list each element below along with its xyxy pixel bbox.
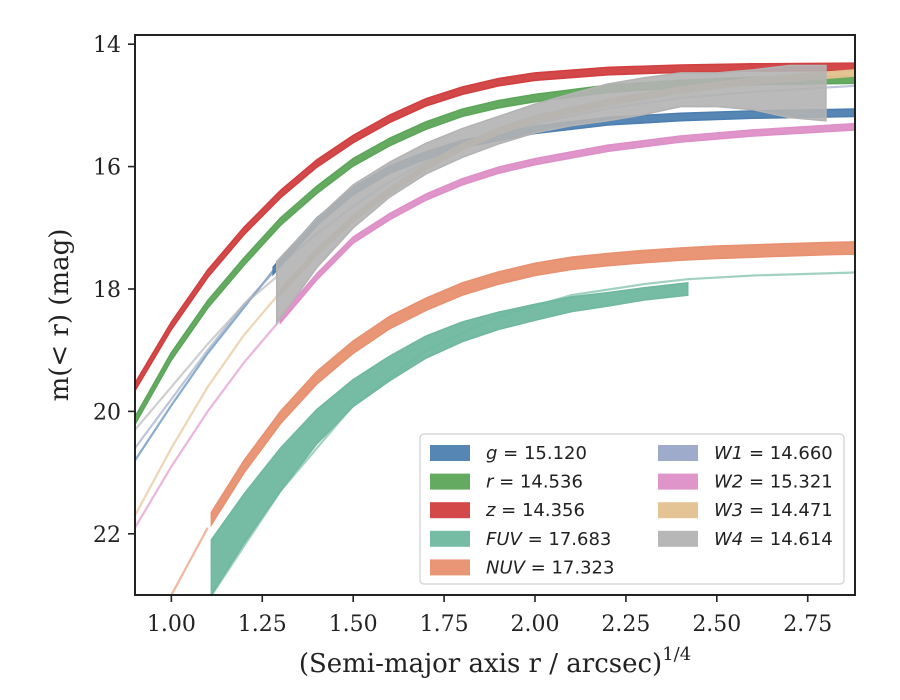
y-axis-label: m(< r) (mag) — [45, 229, 75, 402]
legend-label-w1: W1 = 14.660 — [714, 443, 833, 464]
legend-swatch-w3 — [658, 502, 698, 519]
series-w2-band — [279, 122, 855, 325]
legend-swatch-w1 — [658, 445, 698, 461]
series-w3-extension-line — [135, 291, 282, 516]
legend-label-w3: W3 = 14.471 — [714, 500, 833, 521]
series-w4-extension-line — [135, 275, 278, 431]
legend-swatch-w4 — [658, 530, 698, 547]
legend-swatch-w2 — [658, 473, 698, 490]
legend-label-nuv: NUV = 17.323 — [486, 557, 614, 578]
series-w2-extension-line — [135, 318, 282, 529]
plot-frame — [134, 34, 856, 596]
y-tick-label: 20 — [93, 400, 121, 425]
series-nuv-band — [210, 241, 855, 528]
x-tick-label: 1.50 — [329, 612, 378, 637]
legend-label-fuv: FUV = 17.683 — [486, 529, 611, 550]
x-tick-label: 2.25 — [601, 612, 650, 637]
legend-swatch-g — [430, 445, 470, 461]
y-tick-label: 14 — [93, 33, 121, 58]
legend-swatch-fuv — [430, 530, 470, 547]
plot-area — [135, 62, 855, 595]
legend: g = 15.120 r = 14.536 z = 14.356 FUV = 17.6… — [419, 433, 845, 585]
legend-label-z: z = 14.356 — [485, 500, 585, 521]
x-tick-label: 1.75 — [420, 612, 469, 637]
series-nuv-extension-line — [170, 527, 209, 595]
legend-label-g: g = 15.120 — [486, 443, 587, 464]
series-z-band — [135, 62, 855, 393]
y-tick-label: 18 — [93, 278, 121, 303]
x-tick-label: 1.25 — [238, 612, 287, 637]
x-tick-label: 2.50 — [692, 612, 741, 637]
x-axis-label-text: (Semi-major axis r / arcsec) — [299, 649, 662, 679]
x-axis-label-exponent: 1/4 — [662, 644, 691, 665]
axis-ticks: 1.00 1.25 1.50 1.75 2.00 2.25 2.50 2.75 14 16 18 20… — [93, 33, 832, 637]
y-tick-label: 16 — [93, 156, 121, 181]
series-r-band — [135, 75, 855, 426]
x-axis-label: (Semi-major axis r / arcsec)1/4 — [299, 644, 691, 679]
legend-swatch-nuv — [430, 559, 470, 576]
x-tick-label: 2.75 — [783, 612, 832, 637]
x-tick-label: 1.00 — [147, 612, 196, 637]
legend-swatch-r — [430, 473, 470, 490]
legend-label-w4: W4 = 14.614 — [714, 529, 833, 550]
legend-box — [419, 433, 845, 585]
legend-label-w2: W2 = 15.321 — [714, 472, 833, 493]
series-w4-band — [275, 64, 827, 326]
legend-swatch-z — [430, 502, 470, 519]
y-tick-label: 22 — [93, 523, 121, 548]
series-fuv-band — [210, 282, 689, 595]
x-tick-label: 2.00 — [511, 612, 560, 637]
legend-label-r: r = 14.536 — [486, 472, 583, 493]
